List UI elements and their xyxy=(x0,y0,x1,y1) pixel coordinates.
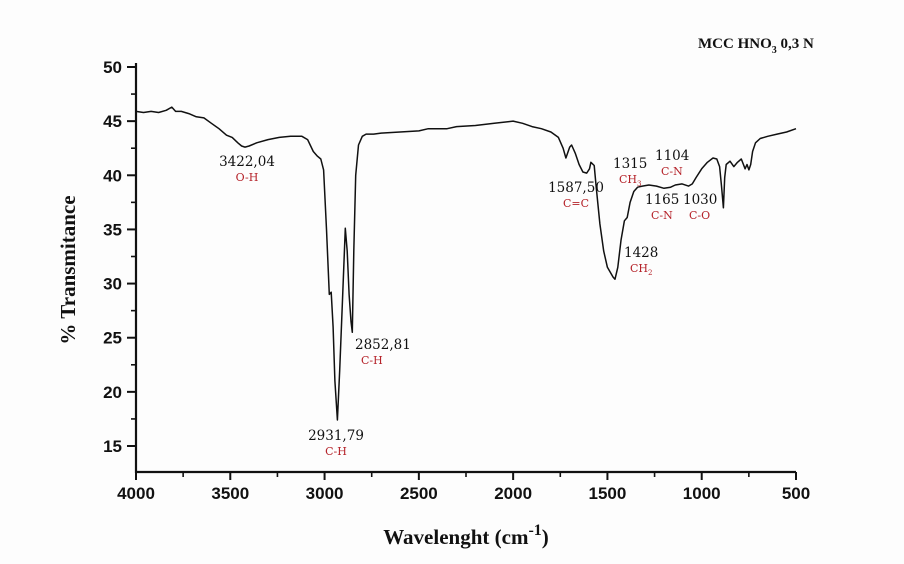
chart-title: MCC HNO3 0,3 N xyxy=(698,36,814,56)
peak-value-label: 3422,04 xyxy=(219,154,275,170)
peak-value-label: 2852,81 xyxy=(355,337,411,353)
peak-value-label: 1104 xyxy=(655,148,689,164)
peak-value-label: 1030 xyxy=(683,192,717,208)
y-tick-label: 30 xyxy=(103,275,122,294)
functional-group-label: C-N xyxy=(661,165,683,178)
x-tick-label: 3500 xyxy=(211,484,249,503)
y-tick-label: 40 xyxy=(103,166,122,185)
y-tick-label: 50 xyxy=(103,58,122,77)
peak-value-label: 1315 xyxy=(613,156,647,172)
x-tick-label: 1000 xyxy=(683,484,721,503)
x-tick-label: 1500 xyxy=(589,484,627,503)
functional-group-label: C-O xyxy=(689,209,710,222)
series xyxy=(135,106,797,421)
peak-value-label: 2931,79 xyxy=(308,428,364,444)
x-tick-label: 4000 xyxy=(117,484,155,503)
y-axis-title: % Transmitance xyxy=(56,195,80,344)
axes xyxy=(134,63,796,474)
y-tick-label: 20 xyxy=(103,383,122,402)
functional-group-label: C=C xyxy=(563,197,589,210)
functional-group-label: C-N xyxy=(651,209,673,222)
peak-value-label: 1428 xyxy=(624,245,658,261)
functional-group-label: CH2 xyxy=(630,262,652,277)
x-tick-label: 3000 xyxy=(306,484,344,503)
x-tick-label: 500 xyxy=(782,484,810,503)
y-tick-label: 15 xyxy=(103,437,122,456)
functional-group-label: C-H xyxy=(361,354,383,367)
functional-group-label: O-H xyxy=(236,171,259,184)
y-tick-label: 35 xyxy=(103,220,122,239)
y-tick-label: 25 xyxy=(103,329,122,348)
functional-group-label: CH3 xyxy=(619,173,641,188)
ticks: 15 20 25 30 35 40 45 50 4000 3500 3000 2500 2000 1500… xyxy=(103,58,810,503)
annotations: 3422,04O-H2931,79C-H2852,81C-H1587,50C=C… xyxy=(219,148,717,458)
x-tick-label: 2000 xyxy=(494,484,532,503)
peak-value-label: 1587,50 xyxy=(548,180,604,196)
x-axis-title: Wavelenght (cm-1) xyxy=(383,522,549,549)
x-tick-label: 2500 xyxy=(400,484,438,503)
functional-group-label: C-H xyxy=(325,445,347,458)
y-tick-label: 45 xyxy=(103,112,122,131)
peak-value-label: 1165 xyxy=(645,192,679,208)
spectrum-line xyxy=(135,106,797,421)
